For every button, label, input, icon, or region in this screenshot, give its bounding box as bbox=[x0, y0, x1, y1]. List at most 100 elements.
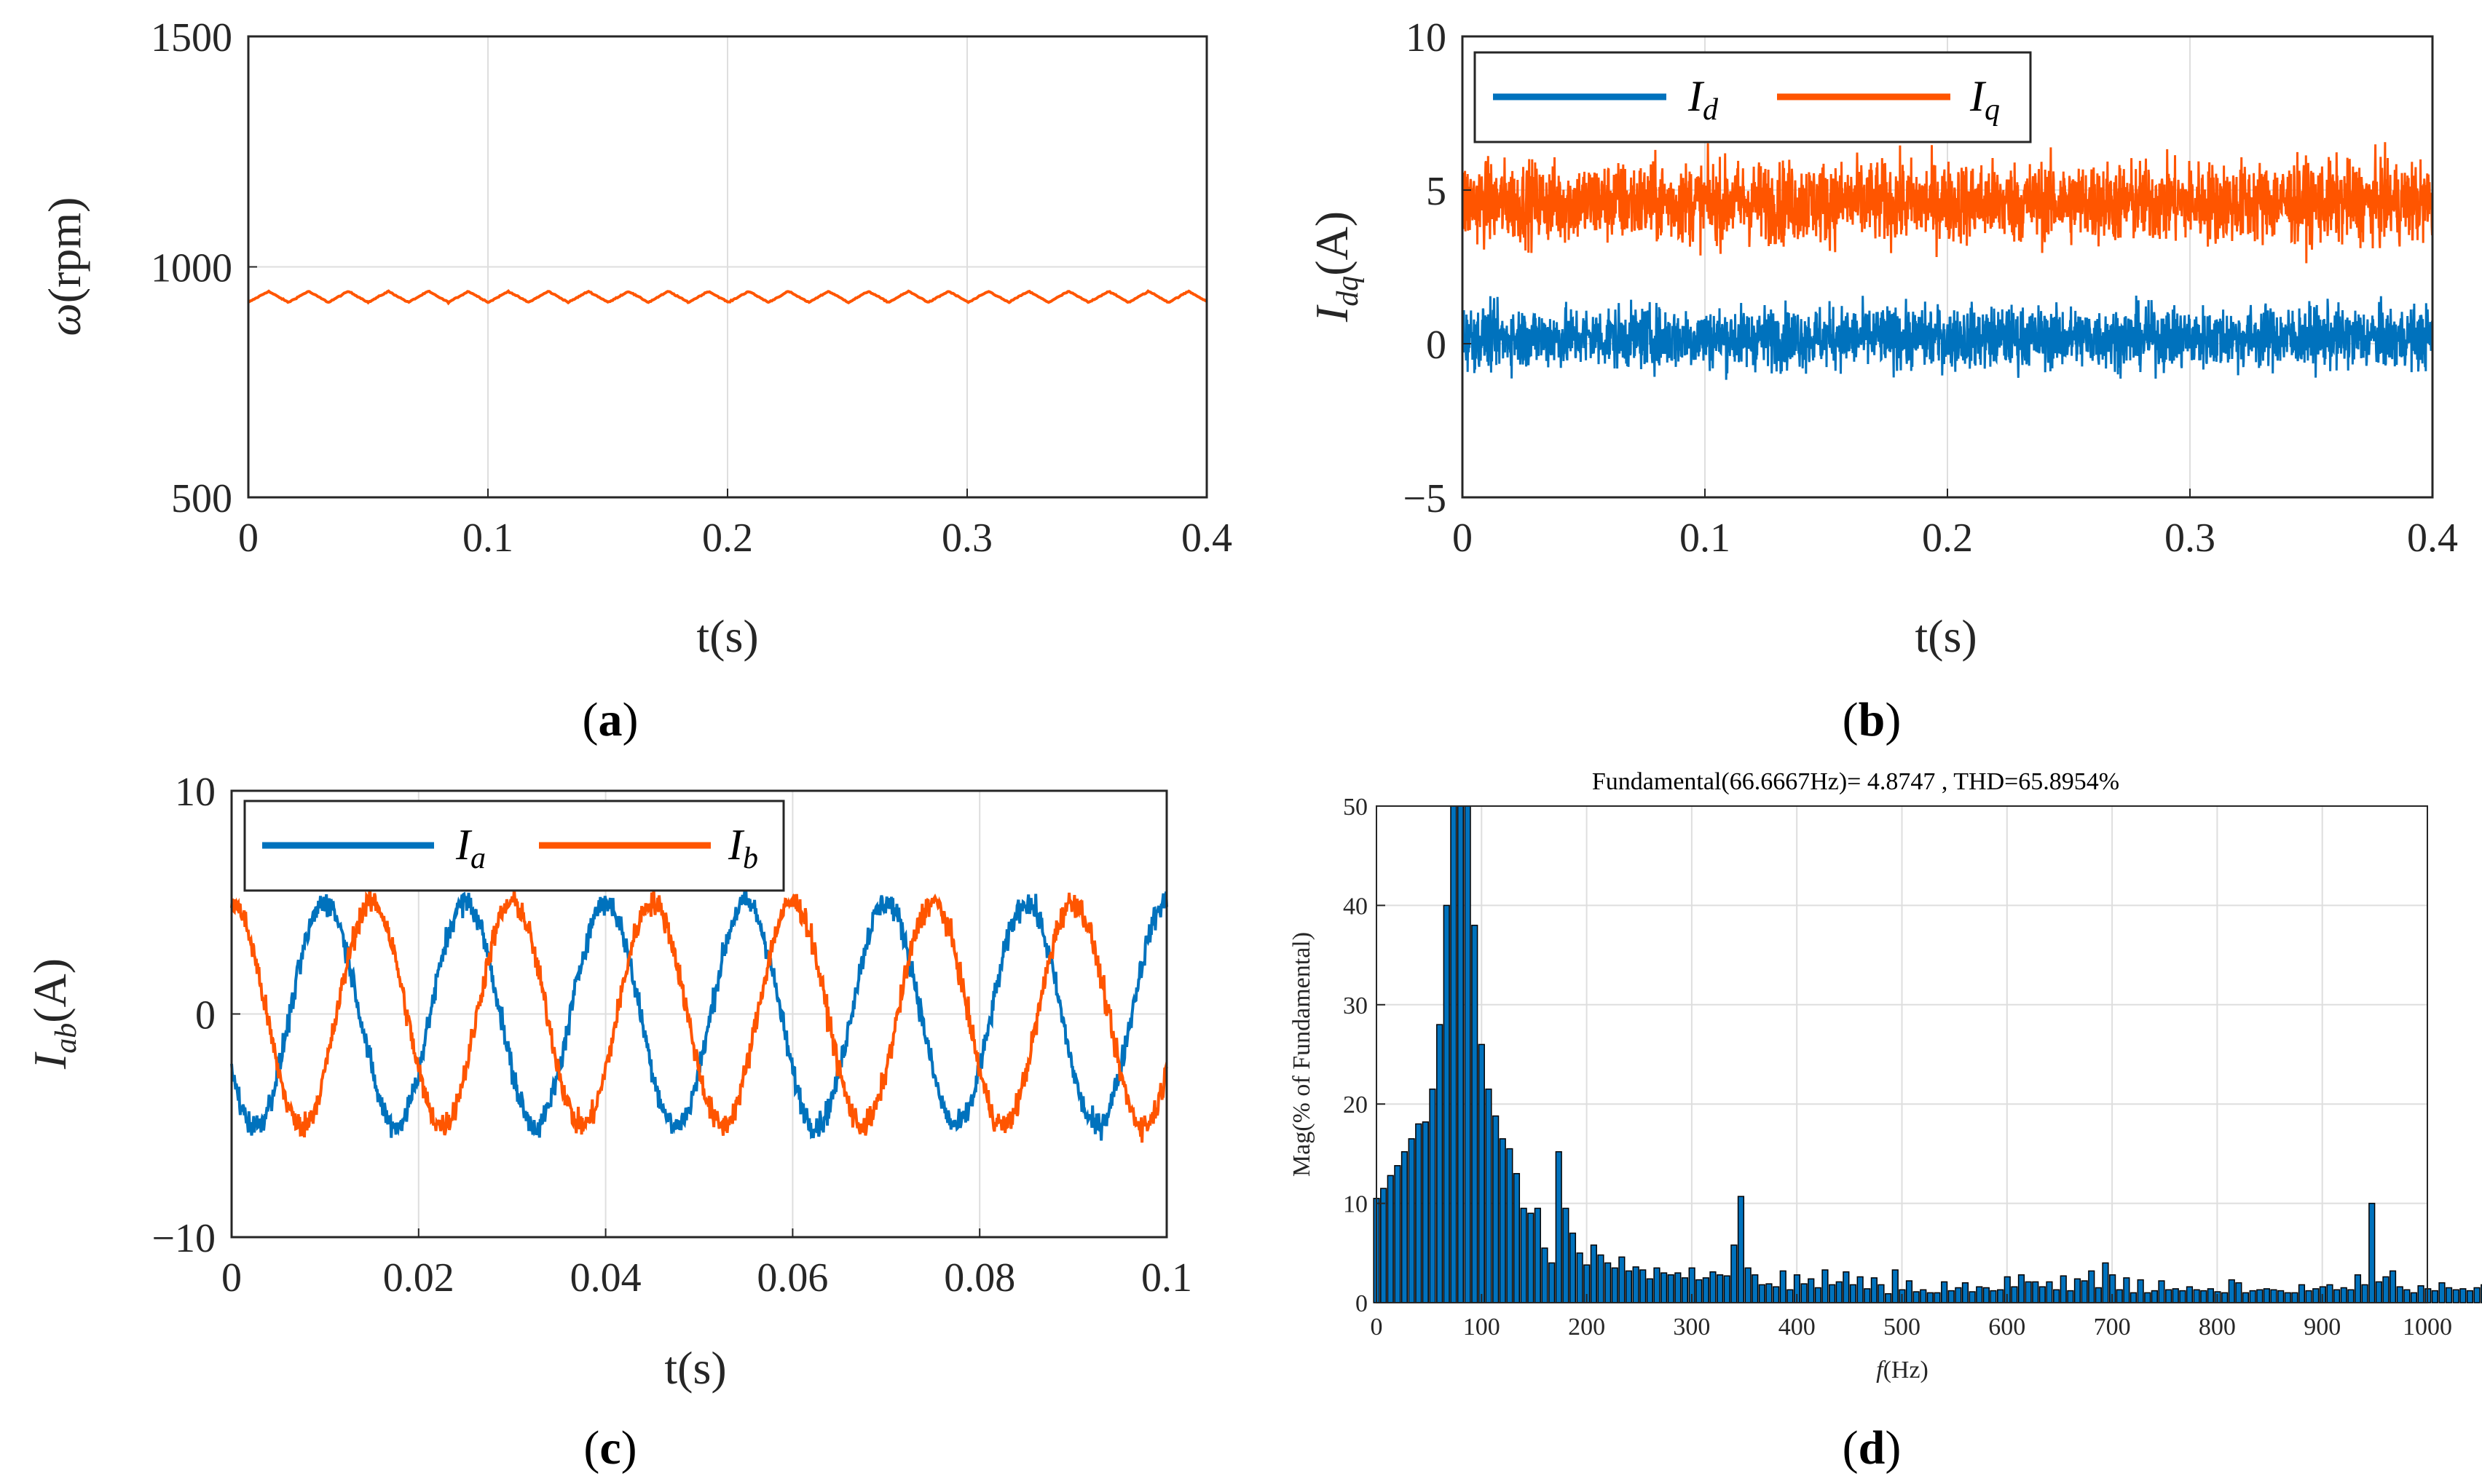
chart-d-y-tick-label: 30 bbox=[1343, 992, 1368, 1019]
chart-d-bar bbox=[1969, 1291, 1976, 1303]
chart-d-bar bbox=[1744, 1267, 1752, 1303]
chart-d-x-tick-label: 300 bbox=[1673, 1314, 1710, 1341]
chart-d-bar bbox=[2130, 1292, 2138, 1303]
chart-c-x-tick-label: 0.02 bbox=[383, 1255, 454, 1301]
chart-d-bar bbox=[2340, 1287, 2347, 1303]
chart-c-y-tick-label: −10 bbox=[151, 1216, 216, 1261]
chart-d-bar bbox=[1891, 1269, 1899, 1303]
chart-a-x-tick-label: 0 bbox=[238, 516, 259, 561]
chart-d-bar bbox=[2417, 1285, 2424, 1303]
chart-d-bar bbox=[1702, 1277, 1709, 1303]
chart-b-plot-area bbox=[1461, 142, 2434, 380]
chart-d-x-ticks: 0 100 200 300 400 500 600 700 800 900 1000 bbox=[1371, 1294, 2452, 1341]
chart-d-x-tick-label: 600 bbox=[1988, 1314, 2025, 1341]
chart-d-bar bbox=[2207, 1288, 2214, 1303]
chart-d-bar bbox=[2095, 1287, 2102, 1303]
chart-b-series-q bbox=[1461, 142, 2434, 264]
chart-d-bar bbox=[2452, 1289, 2459, 1303]
chart-d-bar bbox=[2396, 1286, 2403, 1303]
chart-d-bar bbox=[1660, 1272, 1668, 1303]
chart-d-bar bbox=[1821, 1269, 1829, 1303]
chart-d-bar bbox=[1926, 1292, 1934, 1303]
chart-d-bar bbox=[1506, 1148, 1513, 1303]
chart-a: 0 0.1 0.2 0.3 0.4 500 1000 1500 t(s) ω(rpm) (a… bbox=[39, 15, 1232, 746]
chart-d-title: Fundamental(66.6667Hz)= 4.8747 , THD=65.… bbox=[1592, 768, 2119, 795]
chart-d-bar bbox=[1864, 1288, 1871, 1303]
chart-a-x-label: t(s) bbox=[696, 610, 758, 662]
chart-d-x-tick-label: 500 bbox=[1883, 1314, 1920, 1341]
chart-d-bar bbox=[1997, 1289, 2004, 1303]
chart-b-x-ticks: 0 0.1 0.2 0.3 0.4 bbox=[1452, 489, 2458, 561]
chart-d-x-tick-label: 0 bbox=[1371, 1314, 1383, 1341]
chart-d-bar bbox=[1562, 1207, 1569, 1303]
chart-d-bar bbox=[2249, 1290, 2256, 1303]
chart-d-bar bbox=[2158, 1280, 2165, 1303]
chart-d-bar bbox=[2116, 1289, 2123, 1303]
chart-d-bar bbox=[2305, 1290, 2312, 1303]
chart-d-bar bbox=[2389, 1270, 2397, 1303]
chart-d-bar bbox=[2073, 1278, 2081, 1303]
chart-b-x-tick-label: 0.4 bbox=[2407, 516, 2458, 561]
chart-d-bar bbox=[1394, 1165, 1401, 1303]
chart-a-grid bbox=[248, 36, 1207, 498]
chart-d-x-label: f(Hz) bbox=[1876, 1357, 1929, 1384]
chart-d-bar bbox=[1555, 1151, 1562, 1303]
chart-d-bar bbox=[2256, 1289, 2264, 1303]
chart-d-bar bbox=[1905, 1280, 1913, 1303]
chart-a-series-omega bbox=[248, 288, 1207, 306]
chart-d-bar bbox=[1632, 1266, 1639, 1303]
chart-d-bar bbox=[1835, 1281, 1843, 1303]
chart-b-y-tick-label: −5 bbox=[1403, 476, 1446, 521]
chart-d-bar bbox=[2298, 1284, 2306, 1303]
chart-d-bar bbox=[1520, 1207, 1527, 1303]
chart-c-series-b bbox=[230, 885, 1168, 1143]
chart-d-bar bbox=[2431, 1290, 2438, 1303]
chart-b-series-d bbox=[1461, 295, 2434, 380]
chart-d-bar bbox=[1380, 1188, 1387, 1303]
chart-d-x-tick-label: 100 bbox=[1463, 1314, 1500, 1341]
chart-b-legend-label-d: Id bbox=[1687, 72, 1719, 127]
chart-d-bar bbox=[1990, 1290, 1997, 1303]
chart-b-legend-label-q: Iq bbox=[1969, 72, 2000, 127]
chart-d-bar bbox=[2228, 1279, 2235, 1303]
chart-d-bar bbox=[1752, 1274, 1759, 1303]
chart-b-y-tick-label: 5 bbox=[1426, 169, 1446, 214]
chart-a-y-tick-label: 1500 bbox=[151, 15, 232, 60]
chart-d-bar bbox=[2466, 1290, 2474, 1303]
chart-c-x-tick-label: 0.1 bbox=[1141, 1255, 1192, 1301]
chart-d-bar bbox=[1422, 1121, 1429, 1303]
chart-d-bar bbox=[1400, 1151, 1409, 1303]
chart-d-bar bbox=[1912, 1291, 1920, 1303]
chart-b-x-label: t(s) bbox=[1915, 610, 1977, 662]
chart-d-bar bbox=[2361, 1284, 2368, 1303]
chart-d-y-tick-label: 10 bbox=[1343, 1191, 1368, 1218]
chart-c-x-ticks: 0 0.02 0.04 0.06 0.08 0.1 bbox=[221, 1228, 1192, 1301]
chart-d-bar bbox=[1464, 805, 1471, 1303]
chart-d-bar bbox=[1947, 1290, 1955, 1303]
chart-d-bar bbox=[1478, 1043, 1485, 1303]
chart-d-bar bbox=[2221, 1292, 2229, 1303]
chart-d-bar bbox=[1604, 1262, 1612, 1303]
chart-d-bar bbox=[1955, 1287, 1962, 1303]
chart-c-y-ticks: −10 0 10 bbox=[151, 770, 240, 1261]
chart-d-bar bbox=[2403, 1289, 2411, 1303]
chart-d-bar bbox=[1849, 1284, 1857, 1303]
chart-d-bar bbox=[1920, 1289, 1927, 1303]
chart-b-y-label: Idq(A) bbox=[1306, 211, 1365, 323]
chart-d-panel-label: (d) bbox=[1843, 1421, 1902, 1475]
chart-d-bar bbox=[2179, 1290, 2186, 1303]
chart-a-x-tick-label: 0.2 bbox=[702, 516, 753, 561]
chart-c-legend: Ia Ib bbox=[243, 800, 785, 892]
chart-d-bar bbox=[2165, 1289, 2172, 1303]
chart-d-bar bbox=[1773, 1286, 1780, 1303]
chart-d-bar bbox=[1597, 1254, 1604, 1303]
chart-c-x-tick-label: 0 bbox=[221, 1255, 242, 1301]
chart-d-bar bbox=[2102, 1262, 2109, 1303]
chart-d-bar bbox=[2137, 1279, 2144, 1303]
chart-d-bar bbox=[1611, 1267, 1618, 1303]
chart-d-bar bbox=[2284, 1292, 2291, 1303]
chart-d-bar bbox=[2312, 1288, 2320, 1303]
chart-c-x-label: t(s) bbox=[664, 1342, 726, 1394]
chart-d-bar bbox=[1695, 1279, 1703, 1303]
chart-d-bar bbox=[1814, 1287, 1821, 1303]
